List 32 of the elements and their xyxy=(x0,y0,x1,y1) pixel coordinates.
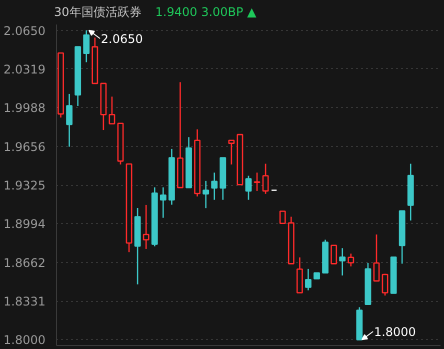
y-tick-label: 1.8331 xyxy=(4,294,46,309)
candlestick xyxy=(108,96,116,124)
candlestick xyxy=(202,180,210,209)
candlestick xyxy=(228,140,235,166)
y-tick-label: 1.8662 xyxy=(4,256,46,270)
candlestick xyxy=(245,175,252,200)
y-tick-label: 1.9656 xyxy=(4,140,46,154)
candlestick xyxy=(382,273,388,296)
chart-title: 30年国债活跃券 xyxy=(54,5,142,19)
candlestick xyxy=(373,234,380,282)
candlestick xyxy=(83,30,90,63)
annotation: 1.8000 xyxy=(374,324,416,339)
y-tick-label: 1.9325 xyxy=(4,178,46,192)
y-tick-label: 1.8000 xyxy=(4,333,46,348)
candlestick xyxy=(339,248,346,276)
chart-subtitle: 1.9400 3.00BP ▲ xyxy=(155,5,256,19)
y-tick-label: 2.0319 xyxy=(4,62,46,76)
candlestick xyxy=(296,256,303,294)
candlestick xyxy=(160,186,166,218)
candlestick xyxy=(211,172,218,200)
y-tick-label: 1.8994 xyxy=(4,217,46,232)
candlestick xyxy=(66,93,73,148)
candlestick xyxy=(142,204,150,250)
candlestick xyxy=(348,252,354,268)
candlestick xyxy=(279,210,286,224)
candlestick xyxy=(330,244,338,264)
annotation: 2.0650 xyxy=(100,32,143,46)
y-tick-label: 2.0650 xyxy=(4,24,46,38)
candlestick xyxy=(262,163,269,195)
candlestick xyxy=(254,172,260,192)
y-tick-label: 1.9988 xyxy=(4,101,46,116)
candlestick xyxy=(305,268,312,291)
